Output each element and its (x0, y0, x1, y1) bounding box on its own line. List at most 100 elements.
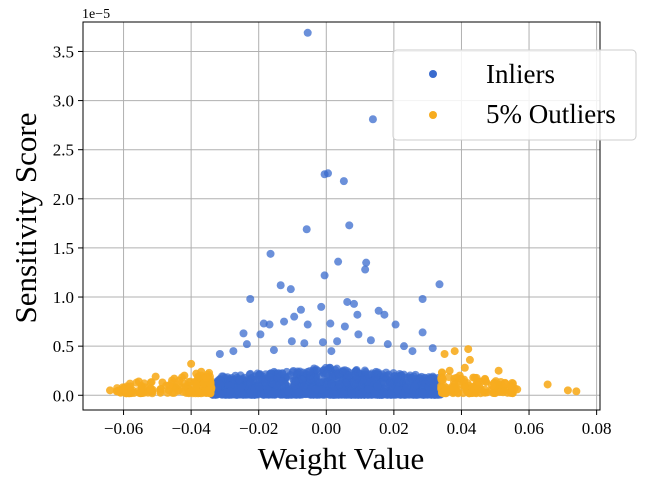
outlier-point (445, 366, 454, 375)
inlier-point (426, 374, 435, 383)
outlier-point (151, 372, 160, 381)
inlier-point (284, 387, 293, 396)
inlier-point (327, 379, 336, 388)
inlier-point (269, 346, 278, 355)
inlier-point (333, 337, 342, 346)
inlier-point (253, 369, 262, 378)
inlier-point (426, 390, 435, 399)
inlier-point (400, 342, 409, 351)
y-tick-label: 3.0 (53, 92, 74, 111)
inlier-point (303, 28, 312, 37)
outlier-point (106, 386, 115, 395)
inlier-point (364, 370, 373, 379)
legend-marker-inliers (429, 70, 437, 78)
inlier-point (242, 340, 251, 349)
inlier-point (327, 347, 336, 356)
inlier-point (215, 350, 224, 359)
inlier-point (408, 347, 417, 356)
inlier-point (303, 320, 312, 329)
legend-label-inliers: Inliers (486, 59, 555, 89)
inlier-point (300, 339, 309, 348)
inlier-point (361, 265, 370, 274)
inlier-point (267, 390, 276, 399)
y-tick-label: 1.0 (53, 288, 74, 307)
inlier-point (274, 389, 283, 398)
inlier-point (274, 369, 283, 378)
inlier-point (410, 381, 419, 390)
inlier-point (280, 317, 289, 326)
inlier-point (371, 390, 380, 399)
outlier-point (460, 383, 469, 392)
inlier-point (326, 319, 335, 328)
inlier-point (320, 271, 329, 280)
legend-label-outliers: 5% Outliers (486, 99, 616, 129)
inlier-point (383, 340, 392, 349)
plot-frame (82, 21, 601, 411)
inlier-point (276, 281, 285, 290)
outlier-point (187, 359, 196, 368)
outlier-point (455, 371, 464, 380)
outlier-point (146, 384, 155, 393)
outlier-point (202, 373, 211, 382)
inlier-point (393, 386, 402, 395)
outlier-point (112, 387, 121, 396)
legend: Inliers 5% Outliers (392, 49, 637, 141)
outlier-point (437, 368, 446, 377)
outlier-point (126, 382, 135, 391)
x-tick-label: −0.06 (104, 419, 143, 438)
inlier-point (291, 377, 300, 386)
outlier-point (454, 388, 463, 397)
x-tick-label: 0.06 (514, 419, 544, 438)
inlier-point (305, 367, 314, 376)
outlier-point (464, 345, 473, 354)
outlier-point (206, 389, 215, 398)
inlier-point (339, 366, 348, 375)
outlier-point (439, 387, 448, 396)
inlier-point (265, 373, 274, 382)
inlier-point (368, 115, 377, 124)
inlier-point (295, 367, 304, 376)
inlier-point (287, 337, 296, 346)
inlier-point (428, 344, 437, 353)
inlier-point (386, 390, 395, 399)
inlier-point (237, 383, 246, 392)
outlier-point (563, 386, 572, 395)
x-tick-label: 0.04 (447, 419, 477, 438)
outlier-point (449, 383, 458, 392)
y-tick-label: 1.5 (53, 239, 74, 258)
inlier-point (358, 376, 367, 385)
inlier-point (339, 177, 348, 186)
inlier-point (380, 310, 389, 319)
inlier-point (312, 365, 321, 374)
inlier-point (229, 347, 238, 356)
inlier-point (296, 305, 305, 314)
outlier-point (158, 378, 167, 387)
inlier-point (366, 336, 375, 345)
data-points (106, 28, 581, 399)
y-tick-label: 0.0 (53, 386, 74, 405)
inlier-point (255, 376, 264, 385)
outlier-point (438, 375, 447, 384)
inlier-point (226, 387, 235, 396)
inlier-point (318, 338, 327, 347)
outlier-point (134, 377, 143, 386)
inlier-point (374, 306, 383, 315)
outlier-point (163, 388, 172, 397)
inlier-point (307, 390, 316, 399)
inlier-point (347, 389, 356, 398)
inlier-point (339, 390, 348, 399)
inlier-point (261, 378, 270, 387)
outlier-point (474, 377, 483, 386)
inlier-point (354, 330, 363, 339)
outlier-point (186, 387, 195, 396)
inlier-point (294, 388, 303, 397)
inlier-point (334, 257, 343, 266)
inlier-point (323, 169, 332, 178)
inlier-point (317, 385, 326, 394)
inlier-point (362, 258, 371, 267)
outlier-point (572, 387, 581, 396)
x-axis-label: Weight Value (258, 441, 425, 476)
inlier-point (418, 295, 427, 304)
inlier-point (238, 390, 247, 399)
